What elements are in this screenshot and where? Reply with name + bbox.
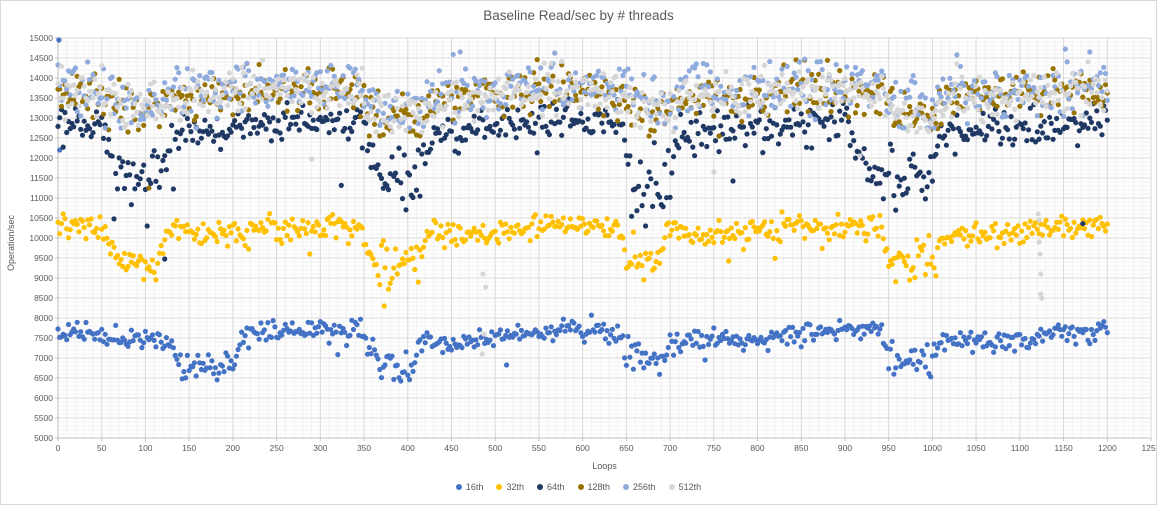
- svg-text:400: 400: [401, 443, 415, 453]
- legend-label: 128th: [587, 482, 611, 492]
- legend: 16th 32th 64th 128th 256th 512th: [1, 482, 1156, 492]
- svg-text:10000: 10000: [29, 233, 53, 243]
- svg-text:1050: 1050: [967, 443, 986, 453]
- series-16th-points: [55, 37, 1110, 384]
- svg-text:11000: 11000: [30, 193, 53, 203]
- svg-text:600: 600: [576, 443, 590, 453]
- svg-text:700: 700: [663, 443, 677, 453]
- svg-text:8500: 8500: [34, 293, 53, 303]
- svg-text:7000: 7000: [34, 353, 53, 363]
- svg-text:14500: 14500: [29, 53, 53, 63]
- svg-text:13000: 13000: [29, 113, 53, 123]
- axis-lines: [55, 37, 1152, 441]
- y-axis-tick-labels: 5000 5500 6000 6500 7000 7500 8000 8500 9000 9500…: [29, 33, 53, 443]
- svg-text:750: 750: [707, 443, 721, 453]
- legend-item-512th[interactable]: 512th: [668, 482, 702, 492]
- svg-text:13500: 13500: [29, 93, 53, 103]
- legend-marker-icon: [455, 484, 462, 490]
- svg-text:15000: 15000: [29, 33, 53, 43]
- svg-text:1100: 1100: [1011, 443, 1030, 453]
- legend-marker-icon: [496, 484, 503, 490]
- legend-item-64th[interactable]: 64th: [536, 482, 565, 492]
- svg-text:150: 150: [182, 443, 196, 453]
- svg-text:650: 650: [619, 443, 633, 453]
- svg-text:5500: 5500: [34, 413, 53, 423]
- svg-text:0: 0: [56, 443, 61, 453]
- svg-text:100: 100: [138, 443, 152, 453]
- legend-label: 64th: [546, 482, 565, 492]
- svg-text:11500: 11500: [30, 173, 53, 183]
- svg-text:500: 500: [488, 443, 502, 453]
- legend-item-16th[interactable]: 16th: [455, 482, 484, 492]
- svg-text:800: 800: [750, 443, 764, 453]
- svg-text:1200: 1200: [1098, 443, 1117, 453]
- svg-text:50: 50: [97, 443, 107, 453]
- svg-text:6500: 6500: [34, 373, 53, 383]
- legend-label: 32th: [506, 482, 524, 492]
- svg-text:9000: 9000: [34, 273, 53, 283]
- y-axis-title: Operation/sec: [6, 214, 16, 272]
- legend-marker-icon: [536, 484, 543, 490]
- x-axis-tick-labels: 0 50 100 150 200 250 300 350 400 450 500 550 600 650 7…: [56, 443, 1157, 453]
- legend-item-128th[interactable]: 128th: [577, 482, 611, 492]
- svg-text:5000: 5000: [34, 433, 53, 443]
- series-512th-points: [55, 57, 1110, 357]
- svg-text:7500: 7500: [34, 333, 53, 343]
- legend-item-32th[interactable]: 32th: [496, 482, 524, 492]
- legend-label: 256th: [633, 482, 656, 492]
- svg-text:950: 950: [882, 443, 896, 453]
- svg-text:1250: 1250: [1142, 443, 1157, 453]
- legend-label: 16th: [465, 482, 484, 492]
- svg-text:900: 900: [838, 443, 852, 453]
- x-axis-title: Loops: [592, 461, 617, 471]
- chart-title: Baseline Read/sec by # threads: [483, 8, 674, 23]
- svg-text:10500: 10500: [29, 213, 53, 223]
- svg-text:8000: 8000: [34, 313, 53, 323]
- svg-text:250: 250: [270, 443, 284, 453]
- svg-text:300: 300: [313, 443, 327, 453]
- svg-text:1150: 1150: [1054, 443, 1073, 453]
- svg-text:14000: 14000: [29, 73, 53, 83]
- svg-text:450: 450: [444, 443, 458, 453]
- legend-marker-icon: [668, 484, 675, 490]
- svg-text:350: 350: [357, 443, 371, 453]
- svg-text:550: 550: [532, 443, 546, 453]
- svg-text:850: 850: [794, 443, 808, 453]
- svg-text:200: 200: [226, 443, 240, 453]
- legend-item-256th[interactable]: 256th: [623, 482, 656, 492]
- legend-label: 512th: [678, 482, 702, 492]
- series-32th-points: [55, 209, 1110, 309]
- svg-text:9500: 9500: [34, 253, 53, 263]
- svg-text:12000: 12000: [29, 153, 53, 163]
- gridlines-minor: [58, 38, 1151, 438]
- legend-marker-icon: [577, 484, 584, 490]
- svg-text:6000: 6000: [34, 393, 53, 403]
- svg-text:12500: 12500: [29, 133, 53, 143]
- svg-text:1000: 1000: [923, 443, 942, 453]
- legend-marker-icon: [623, 484, 630, 490]
